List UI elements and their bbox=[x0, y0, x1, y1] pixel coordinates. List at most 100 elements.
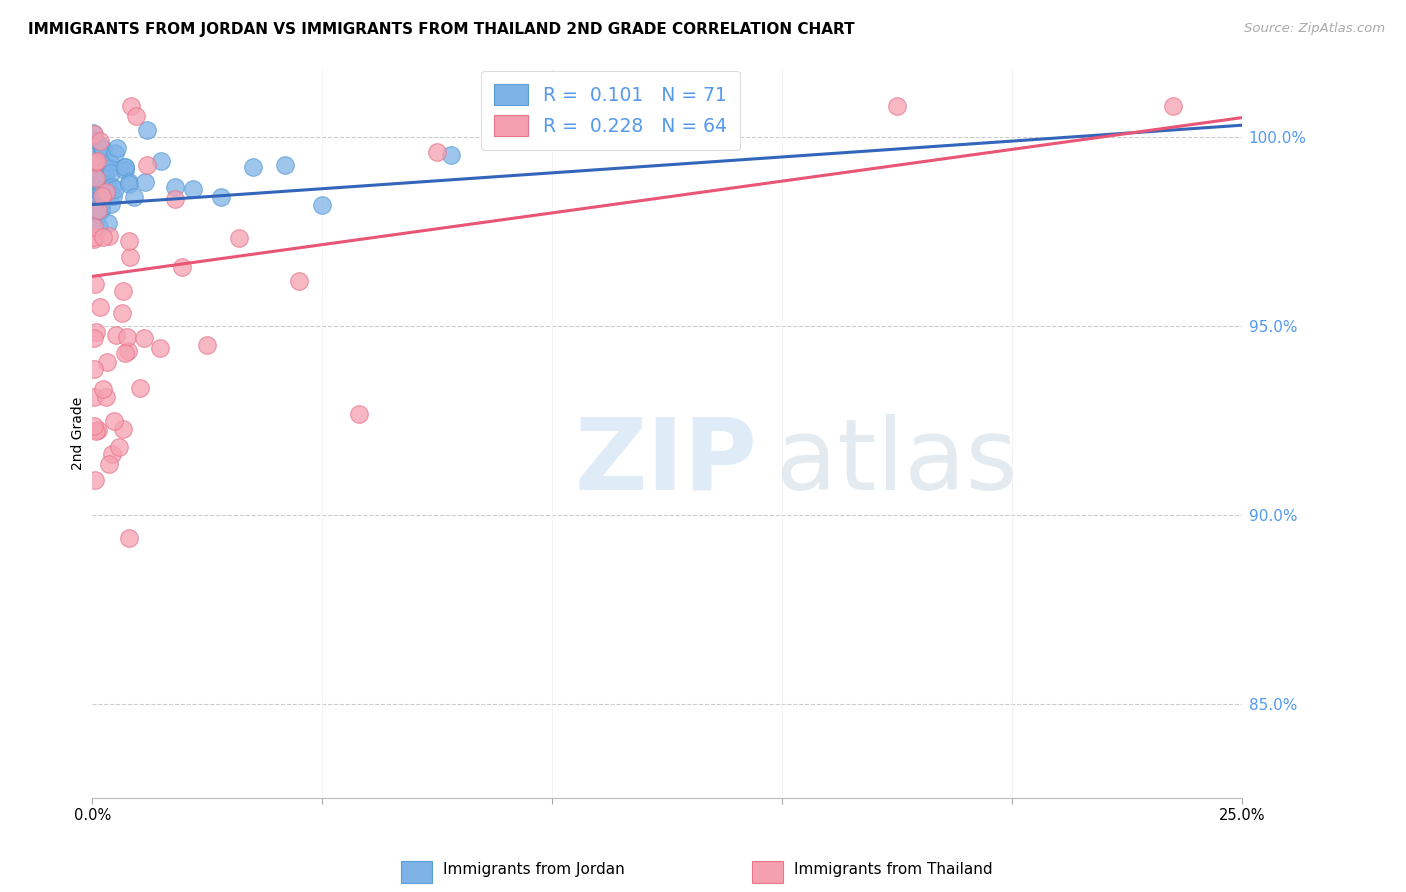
Point bbox=[87, 149, 110, 163]
Point bbox=[228, 231, 250, 245]
Point bbox=[89, 137, 111, 152]
Point bbox=[82, 215, 104, 229]
Point bbox=[90, 203, 112, 218]
Point bbox=[87, 185, 110, 199]
Point bbox=[242, 160, 264, 174]
Point bbox=[134, 175, 156, 189]
Point bbox=[96, 355, 118, 369]
Point bbox=[89, 196, 111, 211]
Point bbox=[115, 330, 138, 344]
Point bbox=[89, 300, 111, 314]
Point bbox=[347, 407, 370, 421]
Point bbox=[91, 188, 114, 202]
Point bbox=[90, 182, 112, 196]
Point bbox=[89, 178, 111, 193]
Point bbox=[82, 168, 104, 182]
Point bbox=[125, 109, 148, 123]
Point bbox=[120, 250, 142, 264]
Point bbox=[111, 422, 134, 436]
Point bbox=[114, 346, 136, 360]
Point bbox=[89, 134, 111, 148]
Point bbox=[122, 190, 145, 204]
Text: ZIP: ZIP bbox=[575, 414, 758, 511]
Point bbox=[114, 160, 136, 174]
Point bbox=[100, 166, 122, 180]
Point bbox=[96, 390, 118, 404]
Point bbox=[136, 158, 159, 172]
Point bbox=[103, 414, 125, 428]
Point bbox=[118, 234, 141, 248]
Point bbox=[83, 154, 105, 169]
Point bbox=[108, 440, 131, 454]
Point bbox=[83, 331, 105, 345]
Point bbox=[886, 99, 908, 113]
Point bbox=[101, 189, 124, 203]
Point bbox=[90, 142, 112, 156]
Point bbox=[118, 531, 141, 545]
Point bbox=[100, 196, 122, 211]
Point bbox=[118, 177, 141, 191]
Point bbox=[91, 382, 114, 396]
Point bbox=[104, 328, 127, 343]
Point bbox=[84, 133, 107, 147]
Point bbox=[89, 185, 111, 199]
Point bbox=[105, 141, 128, 155]
Point bbox=[1161, 99, 1184, 113]
Point bbox=[87, 178, 110, 193]
Point bbox=[87, 165, 110, 179]
Point bbox=[91, 142, 114, 156]
Point bbox=[91, 174, 114, 188]
Y-axis label: 2nd Grade: 2nd Grade bbox=[72, 397, 86, 470]
Point bbox=[84, 174, 107, 188]
Point bbox=[87, 203, 110, 218]
Point bbox=[82, 126, 104, 140]
Point bbox=[117, 343, 139, 358]
Point bbox=[91, 144, 114, 158]
Point bbox=[84, 277, 107, 291]
Point bbox=[84, 171, 107, 186]
Point bbox=[114, 162, 136, 177]
Point bbox=[288, 274, 311, 288]
Point bbox=[82, 218, 104, 232]
Point bbox=[83, 361, 105, 376]
Point bbox=[163, 192, 186, 206]
Point bbox=[84, 425, 107, 439]
Point bbox=[96, 180, 118, 194]
Point bbox=[104, 146, 127, 161]
Point bbox=[98, 161, 121, 175]
Point bbox=[83, 230, 105, 244]
Text: atlas: atlas bbox=[776, 414, 1018, 511]
Point bbox=[564, 99, 586, 113]
Point bbox=[96, 159, 118, 173]
Point bbox=[83, 128, 105, 142]
Point bbox=[274, 158, 297, 172]
Point bbox=[114, 160, 136, 174]
Text: Immigrants from Jordan: Immigrants from Jordan bbox=[443, 863, 624, 877]
Point bbox=[110, 306, 132, 320]
Point bbox=[120, 99, 142, 113]
Text: Source: ZipAtlas.com: Source: ZipAtlas.com bbox=[1244, 22, 1385, 36]
Point bbox=[134, 331, 156, 345]
Point bbox=[129, 381, 152, 395]
Point bbox=[426, 145, 449, 160]
Point bbox=[98, 155, 121, 169]
Point bbox=[163, 180, 186, 194]
Point bbox=[98, 457, 121, 471]
Point bbox=[86, 183, 108, 197]
Point bbox=[83, 390, 105, 404]
Point bbox=[94, 185, 117, 199]
Point bbox=[101, 447, 124, 461]
Point bbox=[83, 419, 105, 434]
Point bbox=[86, 153, 108, 168]
Point bbox=[86, 170, 108, 185]
Point bbox=[111, 284, 134, 298]
Point bbox=[83, 170, 105, 185]
Point bbox=[440, 148, 463, 162]
Point bbox=[97, 228, 120, 243]
Point bbox=[86, 209, 108, 223]
Point bbox=[84, 170, 107, 185]
Point bbox=[183, 182, 205, 196]
Point bbox=[195, 338, 218, 352]
Point bbox=[93, 181, 115, 195]
Legend: R =  0.101   N = 71, R =  0.228   N = 64: R = 0.101 N = 71, R = 0.228 N = 64 bbox=[481, 70, 740, 150]
